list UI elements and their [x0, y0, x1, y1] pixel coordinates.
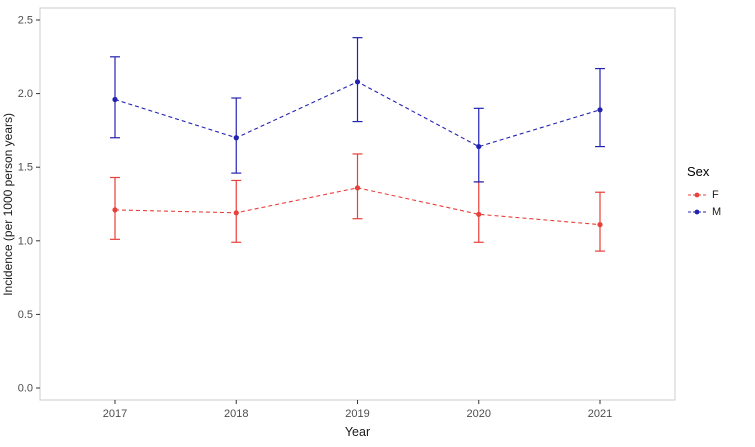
x-axis-tick-label: 2020 — [467, 408, 491, 420]
data-point-f — [233, 210, 239, 216]
y-axis-tick-label: 0.0 — [18, 383, 33, 395]
data-point-f — [112, 207, 118, 213]
legend-title: Sex — [687, 164, 710, 179]
legend-key-icon-f — [688, 192, 706, 198]
y-axis-tick-label: 2.5 — [18, 15, 33, 27]
data-point-m — [112, 96, 118, 103]
legend-entry-f: F — [687, 188, 721, 202]
y-axis-tick-label: 0.5 — [18, 309, 33, 321]
x-axis-tick-label: 2021 — [588, 408, 612, 420]
y-axis-tick-label: 1.5 — [18, 162, 33, 174]
data-point-f — [476, 211, 482, 217]
legend-label-f: F — [712, 189, 719, 201]
x-axis-tick-label: 2018 — [224, 408, 248, 420]
x-axis-tick-label: 2019 — [345, 408, 369, 420]
data-point-f — [354, 185, 361, 191]
data-point-m — [597, 107, 603, 113]
legend-key-icon-m — [688, 209, 706, 215]
y-axis-tick-label: 1.0 — [18, 235, 33, 247]
x-axis-title: Year — [344, 425, 371, 439]
legend-entry-m: M — [687, 205, 721, 219]
data-point-m — [233, 135, 239, 141]
y-axis-tick-label: 2.0 — [18, 88, 33, 100]
y-axis-title: Incidence (per 1000 person years) — [1, 112, 15, 296]
data-point-f — [597, 222, 603, 228]
data-point-m — [476, 143, 482, 150]
x-axis-tick-label: 2017 — [103, 408, 127, 420]
y-axis-title-wrap: Incidence (per 1000 person years) — [0, 8, 16, 400]
legend-key-point-m — [694, 209, 700, 215]
legend-label-m: M — [712, 206, 722, 218]
data-point-m — [354, 79, 361, 85]
legend-key-point-f — [694, 192, 700, 198]
